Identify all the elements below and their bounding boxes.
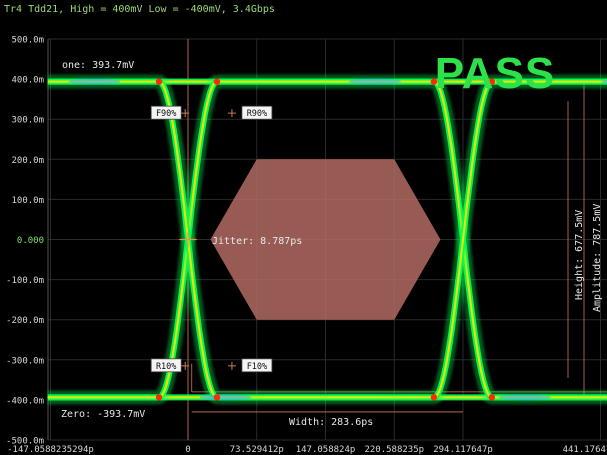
trace-density-band <box>601 79 607 84</box>
y-tick-label: 300.0m <box>11 116 44 126</box>
x-tick-label: 147.058824p <box>296 445 356 455</box>
marker-box <box>241 358 273 373</box>
eye-mask <box>210 159 441 320</box>
x-axis-ticks: -147.0588235294p 0 73.529412p 147.058824p 22… <box>7 445 607 455</box>
eye-trace <box>47 80 607 399</box>
y-tick-label: 400.0m <box>11 76 44 86</box>
y-tick-label: -200.0m <box>6 316 44 326</box>
marker-crosshair <box>181 361 190 370</box>
y-tick-label: -500.0m <box>6 437 44 447</box>
trace-peak <box>430 78 438 85</box>
jitter-label: Jitter: 8.787ps <box>212 236 302 247</box>
trace-peak <box>430 394 438 401</box>
x-tick-label: -147.0588235294p <box>7 445 94 455</box>
eye-traces <box>42 74 607 405</box>
x-tick-label: 441.1764705882 <box>563 445 607 455</box>
marker-label: F90% <box>156 109 176 119</box>
trace-peak <box>488 394 496 401</box>
threshold-markers: F90% R90% R10% F10% <box>150 105 273 373</box>
jitter-crosshair <box>180 231 196 248</box>
y-tick-label: 500.0m <box>11 36 44 46</box>
trace-peak <box>213 78 221 85</box>
threshold-marker: R10% <box>150 358 190 373</box>
trace-peak <box>155 394 163 401</box>
trace-peak <box>488 78 496 85</box>
trace-density-band <box>68 78 121 85</box>
y-tick-label: -400.0m <box>6 396 44 406</box>
y-axis-ticks: 500.0m 400.0m 300.0m 200.0m 100.0m 0.000 -100.… <box>6 36 44 447</box>
trace-peak <box>213 394 221 401</box>
marker-crosshair <box>227 109 236 118</box>
x-tick-label: 220.588235p <box>364 445 424 455</box>
y-tick-label: -300.0m <box>6 356 44 366</box>
height-label: Height: 677.5mV <box>574 210 585 300</box>
trace-density-band <box>498 394 551 401</box>
threshold-marker: R90% <box>227 105 273 120</box>
x-tick-label: 294.117647p <box>433 445 493 455</box>
zero-level-label: Zero: -393.7mV <box>61 409 145 420</box>
one-level-label: one: 393.7mV <box>62 60 134 71</box>
y-tick-label: 0.000 <box>17 236 44 246</box>
chart-title: Tr4 Tdd21, High = 400mV Low = -400mV, 3.… <box>4 4 275 15</box>
amplitude-label: Amplitude: 787.5mV <box>592 204 603 312</box>
marker-label: R90% <box>247 109 267 119</box>
trace-density-band <box>349 78 401 85</box>
y-tick-label: 100.0m <box>11 196 44 206</box>
y-tick-label: -100.0m <box>6 276 44 286</box>
pass-status: PASS <box>435 49 556 98</box>
trace-density-band <box>199 394 252 401</box>
marker-crosshair <box>181 109 190 118</box>
marker-box <box>241 105 273 120</box>
marker-label: R10% <box>156 362 176 372</box>
x-tick-label: 73.529412p <box>230 445 284 455</box>
marker-label: F10% <box>247 362 267 372</box>
trace-peak <box>155 78 163 85</box>
width-label: Width: 283.6ps <box>289 417 373 428</box>
threshold-marker: F10% <box>227 358 273 373</box>
y-tick-label: 200.0m <box>11 156 44 166</box>
threshold-marker: F90% <box>150 105 190 120</box>
marker-crosshair <box>227 361 236 370</box>
x-tick-label: 0 <box>185 445 190 455</box>
